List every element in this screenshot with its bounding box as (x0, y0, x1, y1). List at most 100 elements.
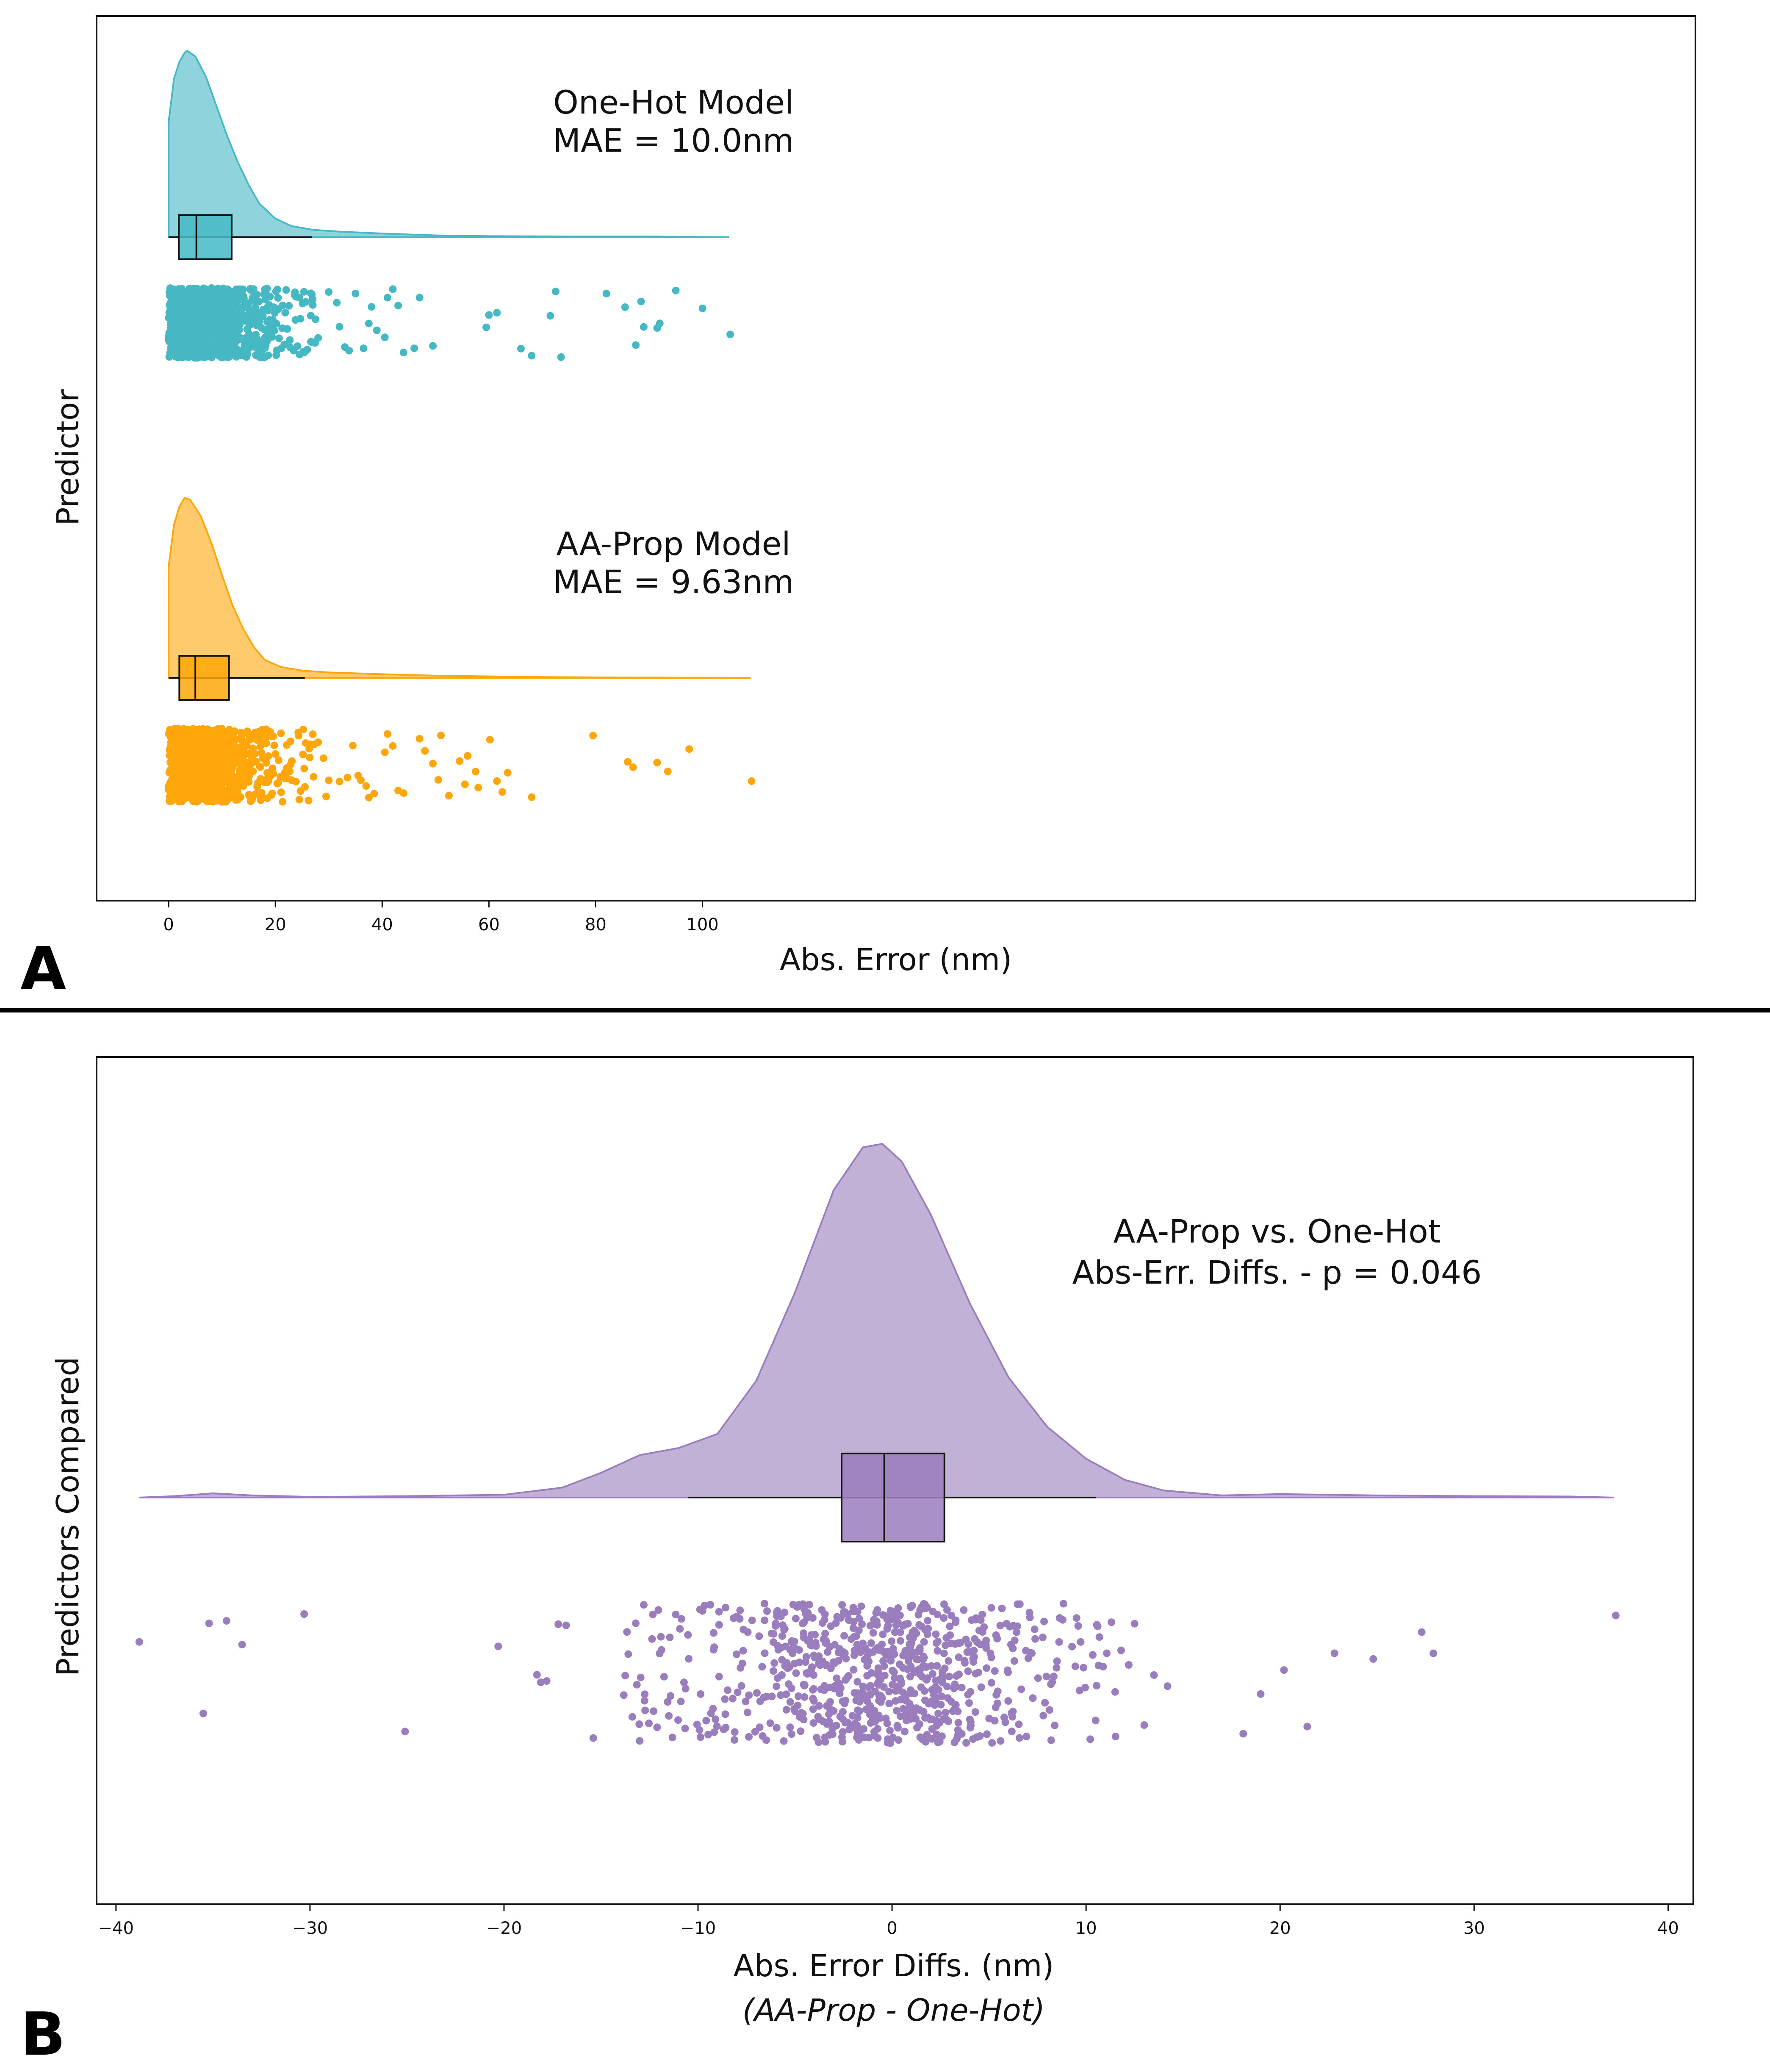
rain-point-diff (884, 1622, 892, 1629)
rain-point-diff (975, 1668, 982, 1676)
rain-point-diff (915, 1621, 923, 1629)
rain-point-diff (801, 1658, 809, 1666)
rain-point-diff (839, 1728, 847, 1736)
rain-point-diff (942, 1716, 950, 1724)
rain-point-diff (789, 1649, 797, 1657)
rain-point-diff (710, 1643, 718, 1651)
rain-point-diff (1086, 1735, 1094, 1743)
rain-point-onehot (224, 326, 232, 334)
rain-point-aaprop (175, 748, 183, 756)
rain-point-aaprop (195, 762, 203, 770)
rain-point-diff (632, 1619, 640, 1627)
rain-point-diff (799, 1620, 807, 1628)
rain-point-diff (839, 1697, 847, 1705)
rain-point-diff (880, 1662, 888, 1670)
rain-point-diff (810, 1651, 818, 1659)
rain-point-onehot (283, 325, 291, 333)
panel-b-ylabel: Predictors Compared (50, 1357, 86, 1676)
rain-point-diff (677, 1615, 685, 1623)
rain-point-diff (834, 1648, 842, 1656)
rain-point-diff (677, 1698, 685, 1706)
rain-point-aaprop (234, 796, 242, 804)
rain-point-diff (1046, 1706, 1053, 1714)
rain-point-onehot (249, 297, 258, 305)
rain-point-diff (763, 1607, 771, 1615)
rain-point-onehot (314, 334, 322, 342)
rain-point-diff (969, 1655, 977, 1663)
rain-point-diff (1015, 1720, 1023, 1728)
rain-point-diff (624, 1650, 632, 1658)
rain-point-diff (896, 1628, 904, 1637)
rain-point-diff (809, 1719, 817, 1727)
panel-a-xlabel: Abs. Error (nm) (780, 942, 1012, 977)
x-tick-label: 40 (1657, 1919, 1679, 1938)
rain-point-aaprop (528, 793, 536, 801)
rain-point-diff (925, 1700, 933, 1708)
rain-point-diff (906, 1634, 914, 1641)
rain-point-onehot (166, 308, 174, 316)
rain-point-diff (800, 1634, 808, 1642)
rain-point-aaprop (624, 758, 632, 766)
rain-point-onehot (281, 309, 289, 316)
rain-point-diff (745, 1691, 753, 1699)
rain-point-diff (738, 1659, 746, 1667)
rain-point-aaprop (275, 756, 283, 764)
rain-point-aaprop (429, 760, 437, 768)
rain-point-diff (1042, 1673, 1050, 1681)
rain-point-diff (945, 1673, 953, 1681)
rain-point-onehot (224, 310, 233, 318)
rain-point-diff (773, 1724, 781, 1732)
rain-point-diff (666, 1634, 674, 1642)
rain-point-aaprop (239, 747, 247, 755)
rain-point-onehot (250, 313, 258, 321)
rain-point-diff (962, 1739, 970, 1747)
rain-point-aaprop (299, 750, 307, 758)
rain-point-diff (996, 1622, 1004, 1630)
rain-point-diff (721, 1710, 729, 1718)
rain-point-onehot (191, 307, 199, 314)
panel-b-chart: −40 −30 −20 −10 0 10 20 30 40 Abs. Error Diffs. … (20, 1056, 1694, 2069)
rain-point-aaprop (237, 762, 245, 770)
rain-point-diff (698, 1607, 706, 1615)
rain-point-diff (859, 1682, 867, 1690)
rain-point-diff (762, 1736, 770, 1744)
rain-point-diff (934, 1709, 942, 1717)
rain-point-aaprop (215, 743, 223, 752)
rain-point-onehot (286, 336, 294, 344)
rain-point-onehot (187, 301, 194, 309)
rain-point-aaprop (191, 741, 199, 749)
rain-point-diff (781, 1609, 789, 1617)
rain-point-diff (932, 1630, 940, 1638)
density-cloud-diff (139, 1143, 1614, 1498)
rain-point-diff (970, 1647, 978, 1655)
rain-point-onehot (221, 332, 229, 340)
rain-point-diff (1009, 1622, 1017, 1630)
rain-point-diff (1418, 1628, 1426, 1636)
rain-point-diff (756, 1723, 764, 1731)
rain-point-diff (833, 1674, 841, 1682)
rain-point-diff (1022, 1732, 1030, 1740)
rain-point-onehot (274, 305, 283, 313)
rain-point-diff (709, 1705, 717, 1713)
rain-point-diff (858, 1688, 866, 1696)
rain-point-diff (903, 1665, 911, 1673)
rain-point-aaprop (166, 745, 174, 753)
rain-point-diff (839, 1608, 848, 1616)
rain-point-diff (1059, 1600, 1067, 1608)
rain-point-diff (920, 1653, 928, 1661)
rain-point-diff (961, 1659, 969, 1667)
rain-point-diff (787, 1730, 795, 1738)
rain-point-diff (853, 1714, 861, 1722)
panel-b-marks (135, 1143, 1620, 1747)
rain-point-diff (1140, 1721, 1148, 1729)
rain-point-aaprop (314, 738, 322, 746)
rain-point-diff (964, 1667, 972, 1675)
rain-point-diff (885, 1688, 893, 1696)
rain-point-diff (850, 1666, 858, 1674)
rain-point-diff (934, 1637, 942, 1645)
rain-point-onehot (259, 352, 267, 360)
rain-point-onehot (231, 314, 239, 322)
rain-point-diff (1016, 1600, 1024, 1608)
rain-point-onehot (239, 346, 247, 354)
rain-point-aaprop (498, 788, 506, 796)
